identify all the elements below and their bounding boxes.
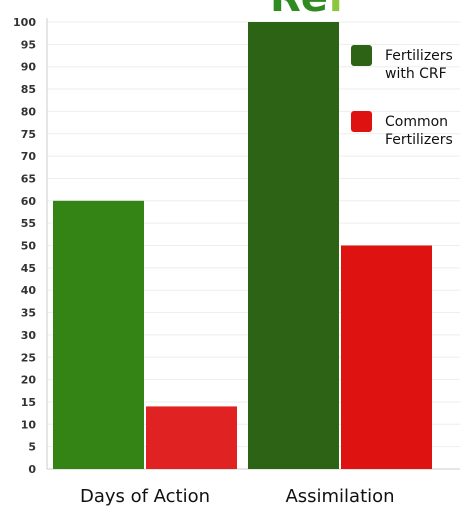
legend-swatch <box>351 111 372 132</box>
y-tick-label: 45 <box>21 262 36 275</box>
y-tick-label: 10 <box>21 418 37 431</box>
y-tick-label: 65 <box>21 172 36 185</box>
logo: Ref <box>270 0 345 18</box>
bar-1-1 <box>53 200 144 470</box>
y-tick-label: 90 <box>21 61 37 74</box>
y-tick-label: 30 <box>21 329 37 342</box>
logo-text-part2: f <box>328 0 345 21</box>
legend-label: Fertilizers <box>385 132 453 148</box>
y-tick-label: 95 <box>21 38 36 51</box>
y-tick-label: 55 <box>21 217 36 230</box>
y-tick-label: 85 <box>21 83 36 96</box>
y-tick-label: 50 <box>21 240 37 253</box>
y-tick-label: 5 <box>28 441 36 454</box>
y-tick-label: 40 <box>21 284 37 297</box>
y-tick-label: 75 <box>21 128 36 141</box>
bar-2-1 <box>146 406 237 469</box>
bar-1-2 <box>248 22 339 469</box>
y-tick-label: 35 <box>21 307 36 320</box>
logo-text-part1: Re <box>270 0 328 21</box>
legend-label: with CRF <box>385 66 447 82</box>
y-tick-label: 15 <box>21 396 36 409</box>
y-tick-label: 100 <box>13 16 36 29</box>
y-tick-label: 25 <box>21 351 36 364</box>
bar-2-2 <box>341 245 432 469</box>
legend-swatch <box>351 45 372 66</box>
y-tick-label: 70 <box>21 150 37 163</box>
y-tick-label: 0 <box>28 463 36 476</box>
legend-label: Common <box>385 114 448 130</box>
y-tick-label: 60 <box>21 195 37 208</box>
x-category-label: Days of Action <box>80 486 210 506</box>
y-tick-label: 20 <box>21 374 37 387</box>
legend-label: Fertilizers <box>385 48 453 64</box>
x-category-label: Assimilation <box>285 486 394 506</box>
y-tick-label: 80 <box>21 105 37 118</box>
